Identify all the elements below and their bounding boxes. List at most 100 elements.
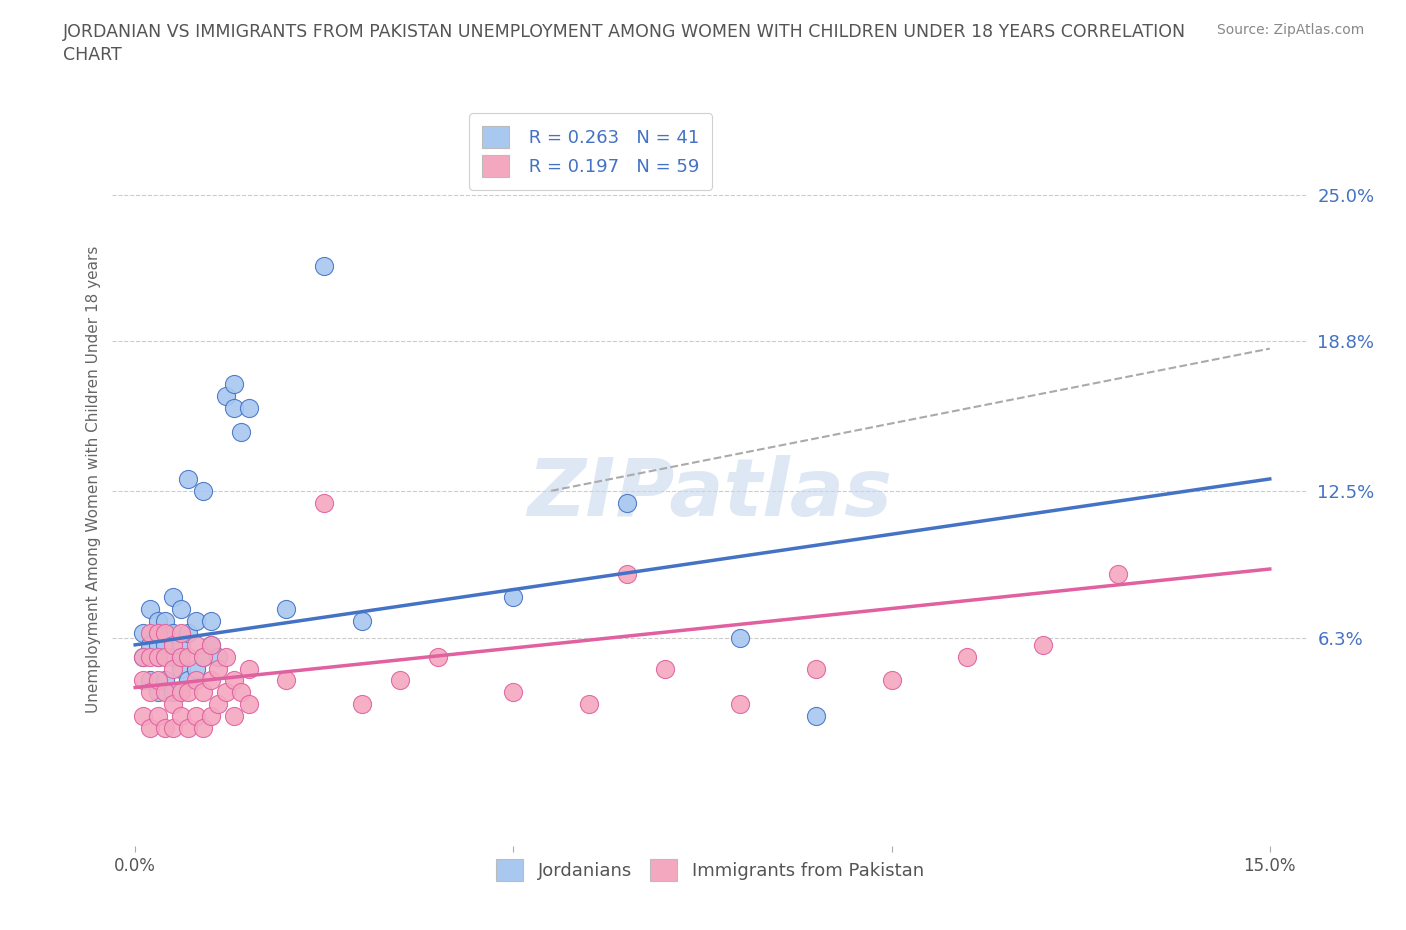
Point (155, 614, 177, 629)
Point (177, 626, 200, 641)
Point (162, 661, 184, 676)
Point (193, 684, 215, 699)
Text: Source: ZipAtlas.com: Source: ZipAtlas.com (1216, 23, 1364, 37)
Point (730, 631, 752, 645)
Point (146, 649, 169, 664)
Point (578, 697, 600, 711)
Point (200, 709, 222, 724)
Point (222, 673, 245, 688)
Point (162, 697, 184, 711)
Point (162, 649, 184, 664)
Point (276, 602, 298, 617)
Point (352, 614, 374, 629)
Point (804, 709, 827, 724)
Point (184, 661, 207, 676)
Point (207, 649, 229, 664)
Point (146, 614, 169, 629)
Point (132, 673, 155, 688)
Point (177, 721, 200, 736)
Point (146, 626, 169, 641)
Legend: Jordanians, Immigrants from Pakistan: Jordanians, Immigrants from Pakistan (489, 852, 931, 889)
Point (238, 661, 260, 676)
Point (169, 637, 191, 652)
Point (616, 566, 638, 581)
Point (184, 614, 207, 629)
Point (730, 697, 752, 711)
Point (200, 637, 222, 652)
Point (1032, 637, 1054, 652)
Point (139, 684, 162, 699)
Point (200, 614, 222, 629)
Point (222, 377, 245, 392)
Point (207, 661, 229, 676)
Point (139, 649, 162, 664)
Point (193, 721, 215, 736)
Point (502, 590, 524, 604)
Text: ZIPatlas: ZIPatlas (527, 455, 893, 533)
Point (314, 259, 336, 273)
Text: JORDANIAN VS IMMIGRANTS FROM PAKISTAN UNEMPLOYMENT AMONG WOMEN WITH CHILDREN UND: JORDANIAN VS IMMIGRANTS FROM PAKISTAN UN… (63, 23, 1187, 41)
Point (215, 389, 238, 404)
Point (238, 401, 260, 416)
Point (169, 626, 191, 641)
Y-axis label: Unemployment Among Women with Children Under 18 years: Unemployment Among Women with Children U… (86, 246, 101, 712)
Point (388, 673, 411, 688)
Point (229, 424, 252, 439)
Point (155, 673, 177, 688)
Point (169, 661, 191, 676)
Point (880, 673, 903, 688)
Point (193, 649, 215, 664)
Point (146, 684, 169, 699)
Point (146, 673, 169, 688)
Point (314, 495, 336, 510)
Point (139, 602, 162, 617)
Point (139, 673, 162, 688)
Point (276, 673, 298, 688)
Point (132, 709, 155, 724)
Point (155, 626, 177, 641)
Point (132, 626, 155, 641)
Point (169, 709, 191, 724)
Point (207, 697, 229, 711)
Point (155, 684, 177, 699)
Point (162, 684, 184, 699)
Point (193, 649, 215, 664)
Point (1108, 566, 1130, 581)
Point (215, 649, 238, 664)
Point (139, 721, 162, 736)
Point (654, 661, 676, 676)
Point (139, 626, 162, 641)
Point (215, 684, 238, 699)
Point (184, 673, 207, 688)
Point (162, 626, 184, 641)
Point (804, 661, 827, 676)
Point (169, 684, 191, 699)
Point (616, 495, 638, 510)
Point (162, 721, 184, 736)
Point (200, 637, 222, 652)
Text: CHART: CHART (63, 46, 122, 64)
Point (200, 673, 222, 688)
Point (155, 637, 177, 652)
Point (184, 709, 207, 724)
Point (177, 673, 200, 688)
Point (169, 602, 191, 617)
Point (169, 649, 191, 664)
Point (155, 721, 177, 736)
Point (132, 649, 155, 664)
Point (139, 637, 162, 652)
Point (177, 649, 200, 664)
Point (162, 590, 184, 604)
Point (146, 709, 169, 724)
Point (184, 637, 207, 652)
Point (155, 649, 177, 664)
Point (146, 637, 169, 652)
Point (222, 709, 245, 724)
Point (162, 637, 184, 652)
Point (132, 649, 155, 664)
Point (229, 684, 252, 699)
Point (502, 684, 524, 699)
Point (238, 697, 260, 711)
Point (177, 472, 200, 486)
Point (146, 649, 169, 664)
